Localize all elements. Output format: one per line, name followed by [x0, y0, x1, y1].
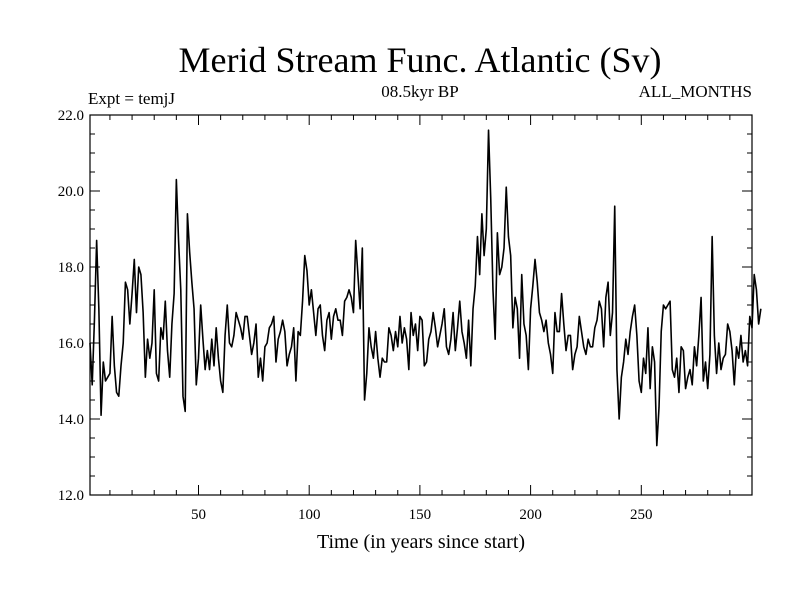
x-axis-label: Time (in years since start): [317, 531, 525, 553]
subtitle-left: Expt = temjJ: [88, 89, 175, 108]
series-line: [89, 129, 762, 447]
axis-tick-labels: 50 100 150 200 250 12.0 14.0 16.0 18.0 20.0 22.0: [58, 108, 653, 523]
y-tick-label: 22.0: [58, 108, 84, 124]
y-tick-label: 18.0: [58, 260, 84, 276]
y-tick-label: 12.0: [58, 488, 84, 504]
y-tick-label: 14.0: [58, 412, 84, 428]
x-tick-label: 100: [298, 507, 321, 523]
subtitle-center: 08.5kyr BP: [381, 82, 458, 101]
y-tick-label: 16.0: [58, 336, 84, 352]
plot-frame: [89, 114, 753, 496]
axis-ticks: [90, 115, 752, 495]
x-tick-label: 50: [191, 507, 206, 523]
x-tick-label: 150: [409, 507, 432, 523]
x-tick-label: 200: [519, 507, 542, 523]
y-tick-label: 20.0: [58, 184, 84, 200]
chart-title: Merid Stream Func. Atlantic (Sv): [179, 40, 662, 80]
subtitle-right: ALL_MONTHS: [639, 82, 752, 101]
x-tick-label: 250: [630, 507, 653, 523]
